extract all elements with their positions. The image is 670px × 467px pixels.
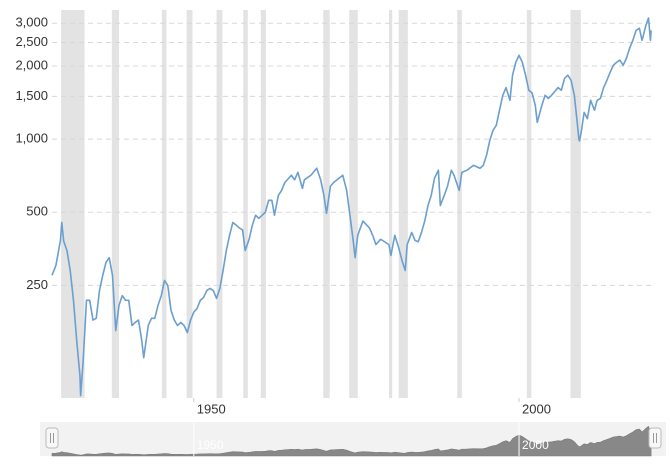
y-tick-label: 1,500 [15,88,48,103]
navigator-handle[interactable] [648,427,662,449]
x-tick-label: 2000 [522,401,551,416]
recession-band [161,10,167,398]
y-tick-label: 3,000 [15,15,48,30]
recession-band [388,10,393,398]
recession-band [398,10,408,398]
navigator[interactable]: 1950 2000 [40,422,666,457]
recession-bands [61,10,581,398]
line [51,17,652,397]
recession-band [349,10,358,398]
y-tick-label: 500 [26,204,48,219]
grid [52,22,655,286]
y-tick-label: 1,000 [15,131,48,146]
navigator-label: 1950 [197,438,224,452]
recession-band [216,10,223,398]
axes: 250 500 1,000 1,500 2,000 2,500 3,000 1950 2000 [15,15,551,417]
navigator-label: 2000 [522,438,549,452]
y-tick-label: 2,000 [15,57,48,72]
recession-band [526,10,532,398]
navigator-handle[interactable] [45,427,59,449]
recession-band [323,10,330,398]
recession-band [186,10,193,398]
recession-band [61,10,85,398]
handle-body[interactable] [45,427,59,449]
recession-band [243,10,248,398]
recession-band [260,10,267,398]
handle-body[interactable] [648,427,662,449]
recession-band [111,10,119,398]
recession-band [457,10,462,398]
plot [51,17,652,397]
navigator-area [51,425,652,457]
x-tick-label: 1950 [197,401,226,416]
y-tick-label: 2,500 [15,34,48,49]
recession-band [570,10,581,398]
y-tick-label: 250 [26,277,48,292]
